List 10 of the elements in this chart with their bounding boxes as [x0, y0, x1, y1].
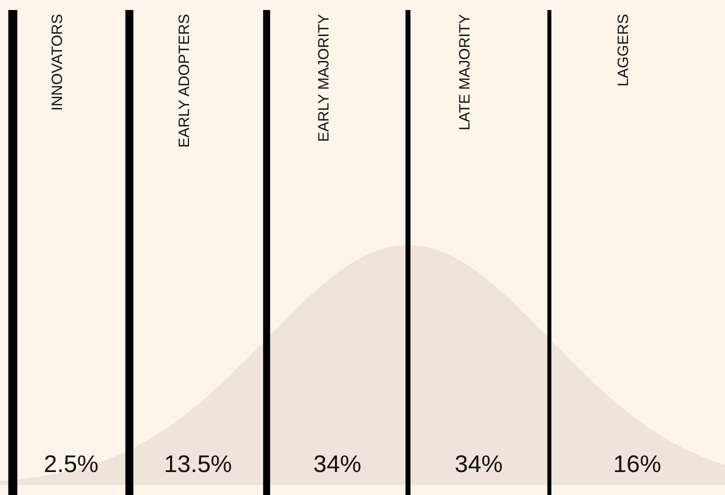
category-label: LAGGERS: [615, 14, 632, 87]
category-label: EARLY ADOPTERS: [176, 14, 193, 148]
category-label: INNOVATORS: [49, 14, 66, 111]
data-label: 34%: [313, 451, 362, 478]
data-label: 2.5%: [44, 451, 98, 478]
category-label: EARLY MAJORITY: [315, 14, 332, 142]
data-label: 13.5%: [164, 451, 232, 478]
category-label: LATE MAJORITY: [456, 14, 474, 130]
data-label: 16%: [613, 451, 662, 478]
data-label: 34%: [454, 451, 503, 478]
